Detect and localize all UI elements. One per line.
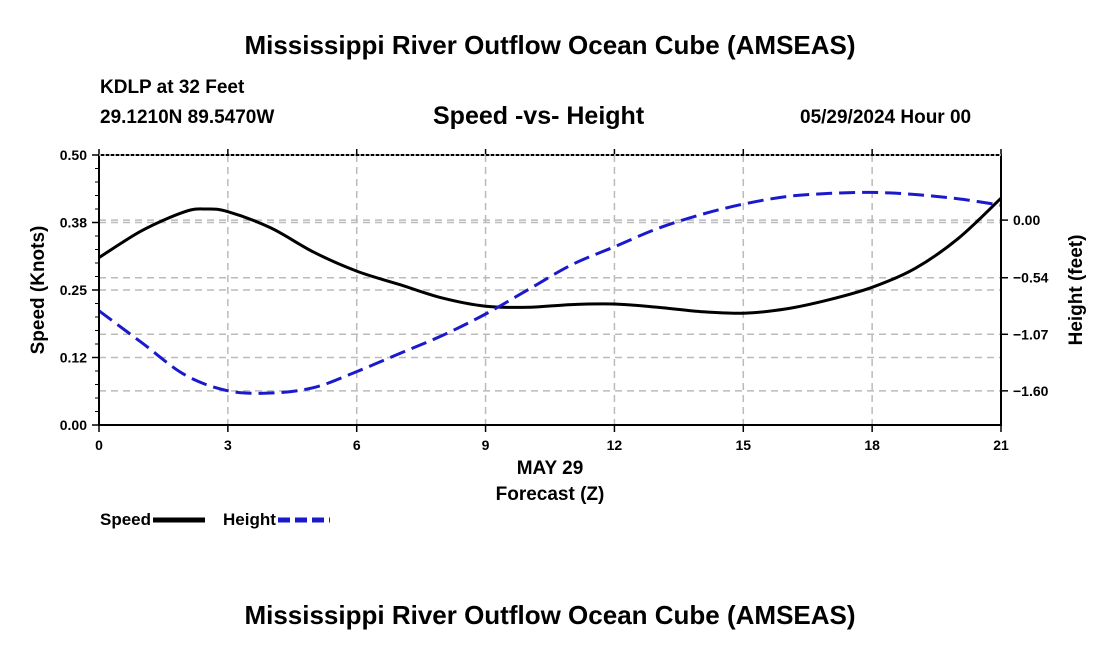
x-axis-date-label: MAY 29	[517, 458, 584, 479]
grid-lines	[99, 155, 1001, 425]
legend-speed-label: Speed	[100, 510, 152, 529]
page-title: Mississippi River Outflow Ocean Cube (AM…	[244, 30, 856, 60]
x-tick-label: 12	[607, 437, 623, 453]
legend: Speed Height	[100, 510, 330, 530]
legend-height-swatch	[277, 517, 330, 523]
x-tick-label: 6	[353, 437, 361, 453]
y-left-tick-label: 0.38	[60, 215, 87, 231]
x-tick-label: 15	[735, 437, 751, 453]
y-right-tick-label: −1.60	[1013, 383, 1049, 399]
y-left-tick-label: 0.00	[60, 417, 87, 433]
legend-speed-swatch	[153, 517, 206, 523]
right-y-axis-title: Height (feet)	[1066, 235, 1087, 346]
x-tick-label: 21	[993, 437, 1009, 453]
x-tick-label: 0	[95, 437, 103, 453]
y-right-tick-label: 0.00	[1013, 212, 1040, 228]
y-left-tick-label: 0.12	[60, 350, 87, 366]
x-tick-label: 9	[482, 437, 490, 453]
axes: 0 3 6 9 12 15 18 21 0.00 0.12 0.25 0.38 0.50 −1.60 −1.…	[60, 147, 1049, 453]
height-series-line	[98, 190, 1002, 395]
footer-title: Mississippi River Outflow Ocean Cube (AM…	[244, 600, 856, 630]
y-left-tick-label: 0.25	[60, 282, 87, 298]
chart-subtitle: Speed -vs- Height	[433, 102, 645, 130]
forecast-datetime: 05/29/2024 Hour 00	[800, 107, 972, 128]
left-y-axis-title: Speed (Knots)	[28, 226, 49, 355]
y-left-tick-label: 0.50	[60, 147, 87, 163]
station-label: KDLP at 32 Feet	[100, 77, 245, 98]
speed-series-line	[98, 197, 1003, 315]
series-lines	[98, 190, 1003, 395]
y-right-tick-label: −1.07	[1013, 326, 1049, 342]
legend-height-label: Height	[223, 510, 276, 529]
coordinates-label: 29.1210N 89.5470W	[100, 107, 275, 128]
x-axis-title: Forecast (Z)	[496, 484, 605, 505]
x-tick-label: 3	[224, 437, 232, 453]
x-tick-label: 18	[864, 437, 880, 453]
y-right-tick-label: −0.54	[1013, 270, 1049, 286]
